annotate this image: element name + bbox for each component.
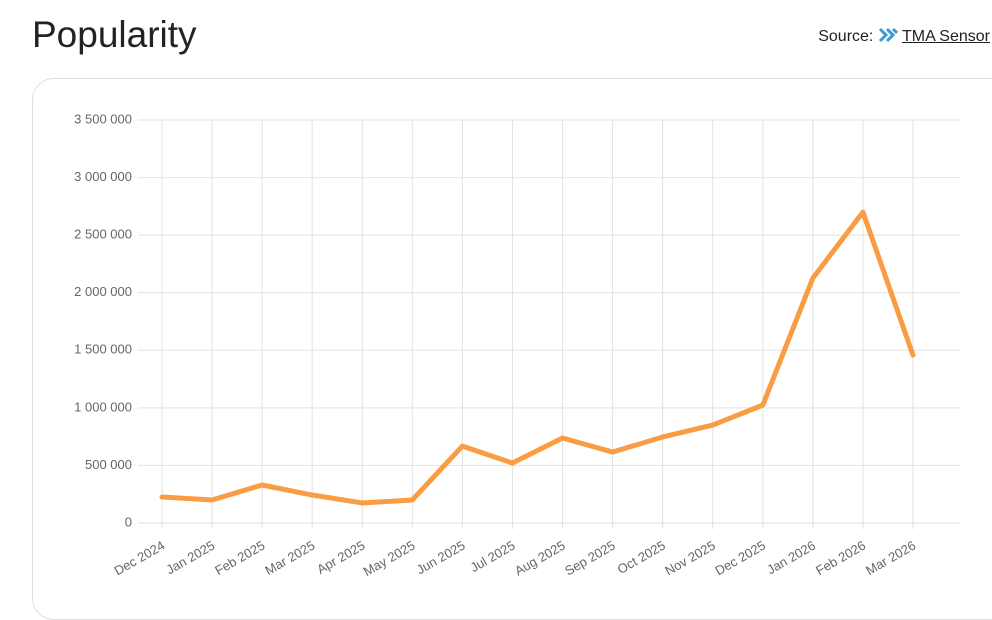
- source-icon: [878, 27, 898, 43]
- x-tick-label: Apr 2025: [314, 538, 367, 577]
- y-tick-label: 1 500 000: [74, 342, 132, 357]
- x-tick-label: Jan 2026: [764, 538, 818, 578]
- chart: 0 500 000 1 000 000 1 500 000 2 000 000 2 500…: [74, 111, 960, 580]
- x-tick-label: Oct 2025: [615, 538, 668, 577]
- page-title: Popularity: [32, 14, 197, 55]
- x-tick-label: May 2025: [361, 538, 418, 580]
- y-tick-label: 3 500 000: [74, 111, 132, 126]
- x-tick-label: Mar 2025: [262, 538, 317, 578]
- x-tick-label: Mar 2026: [863, 538, 918, 578]
- x-tick-label: Feb 2026: [813, 538, 868, 578]
- x-tick-label: Dec 2025: [712, 538, 768, 579]
- x-tick-label: Feb 2025: [212, 538, 267, 578]
- page: Popularity Source: TMA Sensor 0 500 000 1 …: [32, 14, 992, 620]
- y-tick-label: 3 000 000: [74, 169, 132, 184]
- x-tick-label: Nov 2025: [662, 538, 718, 579]
- source-label: Source:: [818, 28, 874, 45]
- x-tick-label: Sep 2025: [562, 538, 618, 579]
- source: Source: TMA Sensor: [818, 26, 990, 46]
- y-tick-label: 1 000 000: [74, 399, 132, 414]
- source-link[interactable]: TMA Sensor: [901, 28, 990, 45]
- x-tick-label: Jun 2025: [414, 538, 468, 578]
- line: [159, 209, 916, 506]
- x-tick-label: Aug 2025: [512, 538, 568, 579]
- x-tick-label: Jan 2025: [163, 538, 217, 578]
- y-tick-label: 2 500 000: [74, 227, 132, 242]
- y-tick-label: 0: [125, 514, 132, 529]
- x-tick-label: Dec 2024: [112, 538, 168, 579]
- x-tick-label: Jul 2025: [468, 538, 518, 576]
- y-tick-label: 2 000 000: [74, 284, 132, 299]
- y-tick-label: 500 000: [85, 457, 132, 472]
